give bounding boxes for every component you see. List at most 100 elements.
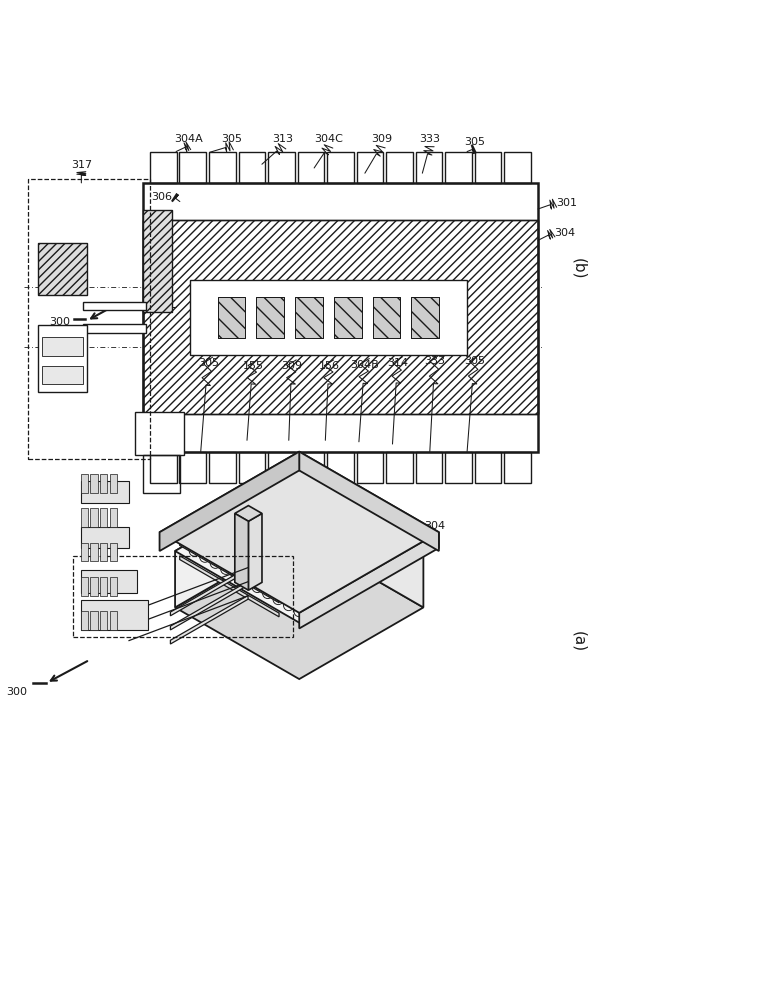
- Bar: [90, 508, 98, 527]
- Bar: [142, 210, 172, 312]
- Bar: [327, 452, 354, 483]
- Bar: [386, 152, 413, 183]
- Text: 305: 305: [198, 358, 219, 368]
- Bar: [28, 179, 150, 459]
- Polygon shape: [159, 452, 300, 551]
- Bar: [179, 152, 206, 183]
- Text: 309: 309: [371, 134, 392, 144]
- Polygon shape: [175, 479, 300, 607]
- Bar: [73, 556, 293, 637]
- Bar: [83, 324, 146, 333]
- Text: 317: 317: [70, 160, 92, 170]
- Text: 304: 304: [424, 521, 445, 531]
- Polygon shape: [235, 506, 262, 521]
- Bar: [80, 600, 148, 630]
- Bar: [150, 152, 176, 183]
- Bar: [373, 297, 401, 338]
- Bar: [38, 325, 87, 392]
- Text: 305: 305: [464, 137, 485, 147]
- Bar: [190, 280, 466, 355]
- Text: 304C: 304C: [315, 134, 343, 144]
- Bar: [38, 243, 87, 295]
- Bar: [474, 452, 501, 483]
- Polygon shape: [300, 479, 424, 607]
- Text: 305: 305: [221, 134, 243, 144]
- Bar: [356, 152, 383, 183]
- Bar: [80, 577, 88, 596]
- Bar: [80, 543, 88, 561]
- Text: 156: 156: [319, 361, 339, 371]
- Text: 304A: 304A: [335, 538, 364, 548]
- Bar: [504, 152, 531, 183]
- Text: (b): (b): [571, 258, 587, 279]
- Text: 333: 333: [424, 356, 446, 366]
- Text: 301: 301: [557, 198, 578, 208]
- Polygon shape: [180, 528, 279, 589]
- Text: 313: 313: [272, 134, 293, 144]
- Bar: [38, 243, 87, 295]
- Bar: [179, 452, 206, 483]
- Bar: [80, 611, 88, 630]
- Bar: [110, 577, 117, 596]
- Bar: [474, 152, 501, 183]
- Bar: [42, 366, 83, 384]
- Bar: [411, 297, 439, 338]
- Text: 306: 306: [152, 192, 172, 202]
- Polygon shape: [300, 452, 439, 551]
- Bar: [257, 297, 284, 338]
- Bar: [445, 452, 472, 483]
- Bar: [90, 543, 98, 561]
- Bar: [209, 452, 235, 483]
- Bar: [90, 611, 98, 630]
- Bar: [411, 297, 439, 338]
- Bar: [90, 577, 98, 596]
- Text: 300: 300: [7, 687, 28, 697]
- Text: 304B: 304B: [351, 360, 379, 370]
- Bar: [110, 474, 117, 493]
- Bar: [238, 452, 265, 483]
- Bar: [415, 152, 442, 183]
- Polygon shape: [248, 513, 262, 590]
- Text: 155: 155: [243, 361, 264, 371]
- Text: 309: 309: [281, 361, 303, 371]
- Polygon shape: [300, 532, 439, 628]
- Bar: [142, 220, 538, 414]
- Bar: [142, 455, 180, 493]
- Bar: [100, 543, 107, 561]
- Bar: [218, 297, 245, 338]
- Bar: [218, 297, 245, 338]
- Bar: [100, 474, 107, 493]
- Bar: [110, 543, 117, 561]
- Polygon shape: [175, 536, 424, 679]
- Bar: [297, 152, 324, 183]
- Text: 309: 309: [316, 556, 338, 566]
- Polygon shape: [235, 513, 248, 590]
- Polygon shape: [170, 581, 248, 630]
- Text: 304A: 304A: [175, 134, 203, 144]
- Bar: [268, 452, 294, 483]
- Bar: [373, 297, 401, 338]
- Text: 300: 300: [49, 317, 70, 327]
- Text: 333: 333: [419, 134, 440, 144]
- Bar: [327, 152, 354, 183]
- Polygon shape: [159, 452, 439, 613]
- Text: 305: 305: [464, 356, 485, 366]
- Text: 317: 317: [106, 527, 128, 537]
- Polygon shape: [175, 479, 424, 623]
- Bar: [504, 452, 531, 483]
- Bar: [295, 297, 322, 338]
- Bar: [142, 210, 172, 312]
- Text: 304: 304: [555, 228, 575, 238]
- Bar: [297, 452, 324, 483]
- Bar: [356, 452, 383, 483]
- Bar: [386, 452, 413, 483]
- Bar: [110, 611, 117, 630]
- Polygon shape: [180, 542, 279, 603]
- Bar: [295, 297, 322, 338]
- Bar: [415, 452, 442, 483]
- Bar: [80, 481, 129, 503]
- Bar: [150, 452, 176, 483]
- Bar: [110, 508, 117, 527]
- Bar: [80, 527, 129, 548]
- Bar: [80, 570, 136, 593]
